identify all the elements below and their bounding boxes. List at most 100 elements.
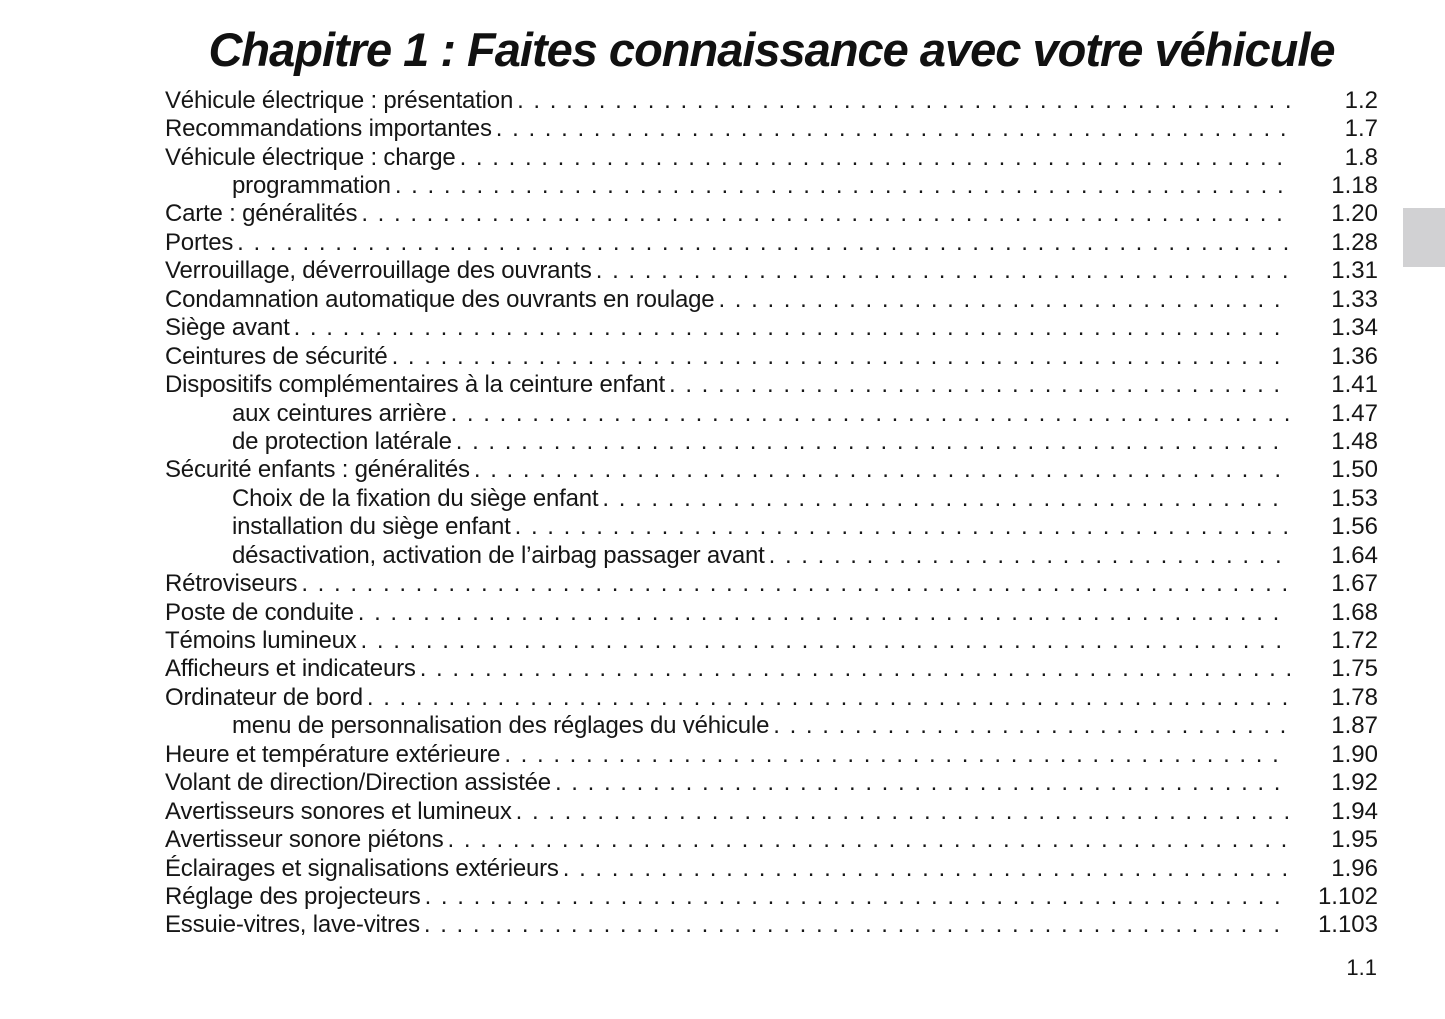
toc-list: Véhicule électrique : présentation 1.2 R… bbox=[165, 87, 1378, 940]
toc-dot-leader bbox=[358, 599, 1290, 627]
toc-entry-page: 1.33 bbox=[1331, 285, 1378, 313]
toc-entry-label: menu de personnalisation des réglages du… bbox=[232, 712, 770, 740]
toc-entry: Afficheurs et indicateurs 1.75 bbox=[165, 655, 1378, 683]
toc-entry-label: Recommandations importantes bbox=[165, 115, 492, 143]
toc-entry: Ceintures de sécurité 1.36 bbox=[165, 343, 1378, 371]
toc-entry: Recommandations importantes 1.7 bbox=[165, 115, 1378, 143]
toc-entry-page: 1.102 bbox=[1317, 882, 1378, 910]
toc-entry-label: Réglage des projecteurs bbox=[165, 882, 421, 910]
toc-entry-page: 1.34 bbox=[1331, 314, 1378, 342]
toc-dot-leader bbox=[395, 172, 1290, 200]
toc-entry-label: Choix de la fixation du siège enfant bbox=[232, 484, 599, 512]
toc-dot-leader bbox=[425, 883, 1290, 911]
toc-dot-leader bbox=[563, 855, 1290, 883]
toc-entry: Verrouillage, déverrouillage des ouvrant… bbox=[165, 257, 1378, 285]
toc-entry-page: 1.2 bbox=[1344, 86, 1378, 114]
toc-dot-leader bbox=[504, 741, 1290, 769]
toc-entry-label: Heure et température extérieure bbox=[165, 740, 501, 768]
toc-entry: Carte : généralités 1.20 bbox=[165, 200, 1378, 228]
toc-dot-leader bbox=[361, 200, 1290, 228]
toc-entry: Volant de direction/Direction assistée 1… bbox=[165, 769, 1378, 797]
toc-entry-page: 1.72 bbox=[1331, 627, 1378, 654]
toc-dot-leader bbox=[367, 684, 1290, 712]
toc-entry: Poste de conduite 1.68 bbox=[165, 599, 1378, 627]
toc-entry-page: 1.68 bbox=[1331, 598, 1378, 626]
toc-entry-label: Volant de direction/Direction assistée bbox=[165, 769, 551, 797]
toc-dot-leader bbox=[602, 485, 1290, 513]
toc-entry: Avertisseurs sonores et lumineux 1.94 bbox=[165, 798, 1378, 826]
toc-dot-leader bbox=[424, 911, 1290, 939]
toc-entry-label: de protection latérale bbox=[232, 427, 452, 455]
toc-entry-label: Rétroviseurs bbox=[165, 570, 298, 598]
toc-entry-page: 1.47 bbox=[1331, 399, 1378, 427]
toc-entry: menu de personnalisation des réglages du… bbox=[165, 712, 1378, 740]
toc-entry-label: Poste de conduite bbox=[165, 598, 354, 626]
toc-entry: installation du siège enfant 1.56 bbox=[165, 513, 1378, 541]
toc-entry-label: Véhicule électrique : charge bbox=[165, 143, 456, 171]
toc-entry-page: 1.75 bbox=[1331, 655, 1378, 683]
toc-entry: Sécurité enfants : généralités 1.50 bbox=[165, 456, 1378, 484]
toc-entry: Éclairages et signalisations extérieurs … bbox=[165, 855, 1378, 883]
toc-entry-page: 1.53 bbox=[1331, 484, 1378, 512]
toc-entry-label: Véhicule électrique : présentation bbox=[165, 86, 514, 114]
toc-dot-leader bbox=[392, 343, 1290, 371]
toc-dot-leader bbox=[451, 400, 1290, 428]
toc-dot-leader bbox=[773, 712, 1290, 740]
toc-dot-leader bbox=[460, 144, 1290, 172]
toc-entry-label: Afficheurs et indicateurs bbox=[165, 655, 416, 683]
toc-dot-leader bbox=[516, 798, 1290, 826]
toc-entry-label: Dispositifs complémentaires à la ceintur… bbox=[165, 371, 665, 399]
chapter-title: Chapitre 1 : Faites connaissance avec vo… bbox=[208, 23, 1335, 76]
toc-entry: de protection latérale 1.48 bbox=[165, 428, 1378, 456]
toc-entry-label: Verrouillage, déverrouillage des ouvrant… bbox=[165, 257, 592, 285]
toc-entry-label: Condamnation automatique des ouvrants en… bbox=[165, 285, 715, 313]
toc-entry-label: installation du siège enfant bbox=[232, 513, 511, 541]
toc-entry-page: 1.92 bbox=[1331, 769, 1378, 797]
toc-entry-page: 1.78 bbox=[1331, 683, 1378, 711]
toc-entry-page: 1.64 bbox=[1331, 541, 1378, 569]
toc-entry: Essuie-vitres, lave-vitres 1.103 bbox=[165, 911, 1378, 939]
toc-entry-label: Éclairages et signalisations extérieurs bbox=[165, 854, 559, 882]
toc-entry-label: Avertisseurs sonores et lumineux bbox=[165, 797, 512, 825]
toc-entry: désactivation, activation de l’airbag pa… bbox=[165, 542, 1378, 570]
toc-entry-label: Portes bbox=[165, 228, 234, 256]
toc-entry: Dispositifs complémentaires à la ceintur… bbox=[165, 371, 1378, 399]
toc-entry-label: Ordinateur de bord bbox=[165, 683, 363, 711]
toc-dot-leader bbox=[237, 229, 1290, 257]
toc-entry-page: 1.95 bbox=[1331, 826, 1378, 854]
toc-dot-leader bbox=[769, 542, 1290, 570]
toc-entry-label: Ceintures de sécurité bbox=[165, 342, 388, 370]
toc-entry-page: 1.96 bbox=[1331, 854, 1378, 882]
toc-entry: Condamnation automatique des ouvrants en… bbox=[165, 286, 1378, 314]
toc-entry: Siège avant 1.34 bbox=[165, 314, 1378, 342]
toc-entry: Rétroviseurs 1.67 bbox=[165, 570, 1378, 598]
toc-dot-leader bbox=[474, 456, 1290, 484]
toc-dot-leader bbox=[596, 257, 1290, 285]
toc-dot-leader bbox=[294, 314, 1290, 342]
toc-entry-page: 1.90 bbox=[1331, 740, 1378, 768]
toc-entry-label: désactivation, activation de l’airbag pa… bbox=[232, 541, 765, 569]
toc-entry-page: 1.103 bbox=[1317, 911, 1378, 939]
toc-entry: Avertisseur sonore piétons 1.95 bbox=[165, 826, 1378, 854]
toc-dot-leader bbox=[669, 371, 1290, 399]
toc-entry-page: 1.31 bbox=[1331, 257, 1378, 285]
toc-entry: Véhicule électrique : présentation 1.2 bbox=[165, 87, 1378, 115]
toc-dot-leader bbox=[420, 655, 1290, 683]
toc-entry-page: 1.36 bbox=[1331, 342, 1378, 370]
toc-entry-label: Sécurité enfants : généralités bbox=[165, 456, 470, 484]
toc-entry-page: 1.41 bbox=[1331, 371, 1378, 399]
toc-entry: Portes 1.28 bbox=[165, 229, 1378, 257]
toc-entry-page: 1.7 bbox=[1344, 115, 1378, 143]
toc-entry-label: aux ceintures arrière bbox=[232, 399, 447, 427]
toc-entry-page: 1.67 bbox=[1331, 570, 1378, 598]
toc-entry-label: Avertisseur sonore piétons bbox=[165, 826, 444, 854]
toc-entry: Véhicule électrique : charge 1.8 bbox=[165, 144, 1378, 172]
toc-entry-page: 1.20 bbox=[1331, 200, 1378, 228]
toc-entry: Heure et température extérieure 1.90 bbox=[165, 741, 1378, 769]
toc-entry-label: Témoins lumineux bbox=[165, 627, 357, 654]
toc-entry-page: 1.87 bbox=[1331, 712, 1378, 740]
chapter-index-tab bbox=[1403, 208, 1445, 267]
toc-dot-leader bbox=[555, 769, 1290, 797]
toc-entry: aux ceintures arrière 1.47 bbox=[165, 400, 1378, 428]
